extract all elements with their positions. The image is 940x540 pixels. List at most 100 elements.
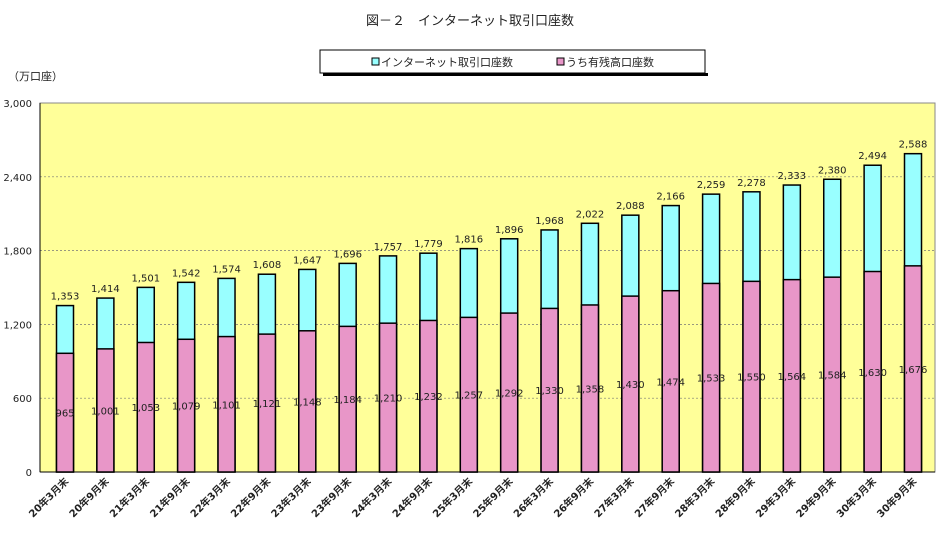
data-label-total: 1,574	[212, 264, 241, 275]
bar-with-balance	[55, 352, 75, 473]
x-tick-label: 21年3月末	[107, 474, 153, 520]
bar-with-balance	[217, 335, 236, 473]
data-label-with-balance: 1,053	[131, 403, 160, 414]
data-label-with-balance: 1,564	[778, 372, 807, 383]
data-label-total: 2,494	[858, 151, 887, 162]
data-label-with-balance: 1,101	[212, 400, 241, 411]
x-tick-label: 25年3月末	[430, 474, 476, 520]
bar-with-balance	[863, 270, 882, 473]
data-label-with-balance: 1,676	[899, 365, 928, 376]
data-label-total: 1,608	[253, 260, 282, 271]
legend-shadow	[323, 73, 708, 76]
legend-swatch-total	[371, 57, 380, 66]
bar-with-balance	[499, 312, 519, 473]
x-tick-label: 20年3月末	[26, 474, 72, 520]
data-label-with-balance: 1,358	[576, 384, 605, 395]
data-label-with-balance: 965	[55, 409, 74, 420]
data-label-total: 2,088	[616, 201, 645, 212]
x-tick-label: 26年9月末	[551, 474, 597, 520]
x-tick-label: 26年3月末	[511, 474, 557, 520]
data-label-total: 2,166	[656, 192, 685, 203]
y-tick-label: 1,200	[3, 320, 32, 331]
data-label-total: 2,022	[576, 209, 605, 220]
data-label-with-balance: 1,121	[253, 399, 282, 410]
x-tick-label: 28年9月末	[712, 474, 758, 520]
data-label-with-balance: 1,630	[858, 368, 887, 379]
y-tick-label: 600	[13, 394, 32, 405]
data-label-total: 1,647	[293, 255, 322, 266]
bar-with-balance	[96, 348, 115, 473]
data-label-with-balance: 1,148	[293, 397, 322, 408]
data-label-total: 1,542	[172, 268, 201, 279]
data-label-total: 1,501	[131, 273, 160, 284]
data-label-with-balance: 1,584	[818, 371, 847, 382]
data-label-total: 1,353	[51, 292, 80, 303]
x-tick-label: 24年3月末	[349, 474, 395, 520]
y-tick-label: 2,400	[3, 173, 32, 184]
bar-with-balance	[378, 322, 398, 473]
x-tick-label: 28年3月末	[672, 474, 718, 520]
data-label-total: 2,278	[737, 178, 766, 189]
x-tick-label: 22年9月末	[228, 474, 274, 520]
data-label-with-balance: 1,430	[616, 380, 645, 391]
data-label-total: 2,588	[899, 140, 928, 151]
data-label-with-balance: 1,232	[414, 392, 443, 403]
data-label-total: 2,259	[697, 180, 726, 191]
data-label-total: 1,896	[495, 225, 524, 236]
bar-with-balance	[701, 282, 721, 473]
data-label-total: 1,816	[454, 235, 483, 246]
chart-title: 図－２ インターネット取引口座数	[366, 14, 574, 29]
data-label-with-balance: 1,292	[495, 389, 524, 400]
x-tick-label: 30年9月末	[874, 474, 920, 520]
data-label-total: 1,696	[333, 249, 362, 260]
x-tick-label: 22年3月末	[187, 474, 233, 520]
x-tick-label: 24年9月末	[389, 474, 435, 520]
x-tick-label: 27年3月末	[591, 474, 637, 520]
bar-with-balance	[580, 304, 600, 473]
x-tick-label: 30年3月末	[834, 474, 880, 520]
x-tick-label: 29年9月末	[793, 474, 839, 520]
data-label-with-balance: 1,257	[454, 391, 483, 402]
x-tick-label: 29年3月末	[753, 474, 799, 520]
x-tick-label: 25年9月末	[470, 474, 516, 520]
bar-with-balance	[782, 278, 802, 473]
bar-with-balance	[419, 319, 438, 473]
data-label-with-balance: 1,001	[91, 406, 120, 417]
data-label-with-balance: 1,330	[535, 386, 564, 397]
data-label-total: 1,414	[91, 284, 120, 295]
bar-with-balance	[621, 295, 640, 473]
x-tick-label: 20年9月末	[66, 474, 112, 520]
legend-label-total: インターネット取引口座数	[381, 55, 513, 69]
y-tick-label: 1,800	[3, 247, 32, 258]
x-tick-label: 23年3月末	[268, 474, 314, 520]
x-tick-label: 23年9月末	[309, 474, 355, 520]
data-label-total: 1,779	[414, 239, 443, 250]
bar-with-balance	[540, 307, 559, 473]
bar-with-balance	[661, 289, 680, 473]
y-tick-label: 3,000	[3, 99, 32, 110]
bar-with-balance	[298, 330, 317, 473]
y-axis-label: （万口座）	[8, 69, 63, 83]
data-label-total: 2,380	[818, 165, 847, 176]
data-label-total: 1,968	[535, 216, 564, 227]
data-label-with-balance: 1,533	[697, 374, 726, 385]
data-label-total: 2,333	[778, 171, 807, 182]
data-label-with-balance: 1,210	[374, 394, 403, 405]
bar-with-balance	[822, 276, 842, 473]
bar-with-balance	[742, 280, 761, 473]
data-label-with-balance: 1,079	[172, 402, 201, 413]
legend: インターネット取引口座数 うち有残高口座数	[319, 49, 708, 76]
data-label-with-balance: 1,550	[737, 373, 766, 384]
bar-with-balance	[903, 265, 923, 473]
bar-with-balance	[257, 333, 277, 473]
y-tick-label: 0	[26, 468, 32, 479]
x-tick-label: 27年9月末	[632, 474, 678, 520]
bar-with-balance	[176, 338, 196, 473]
bar-with-balance	[338, 325, 357, 473]
data-label-with-balance: 1,184	[333, 395, 362, 406]
legend-swatch-with-balance	[556, 57, 565, 66]
bar-with-balance	[136, 341, 156, 473]
bar-with-balance	[459, 316, 479, 473]
